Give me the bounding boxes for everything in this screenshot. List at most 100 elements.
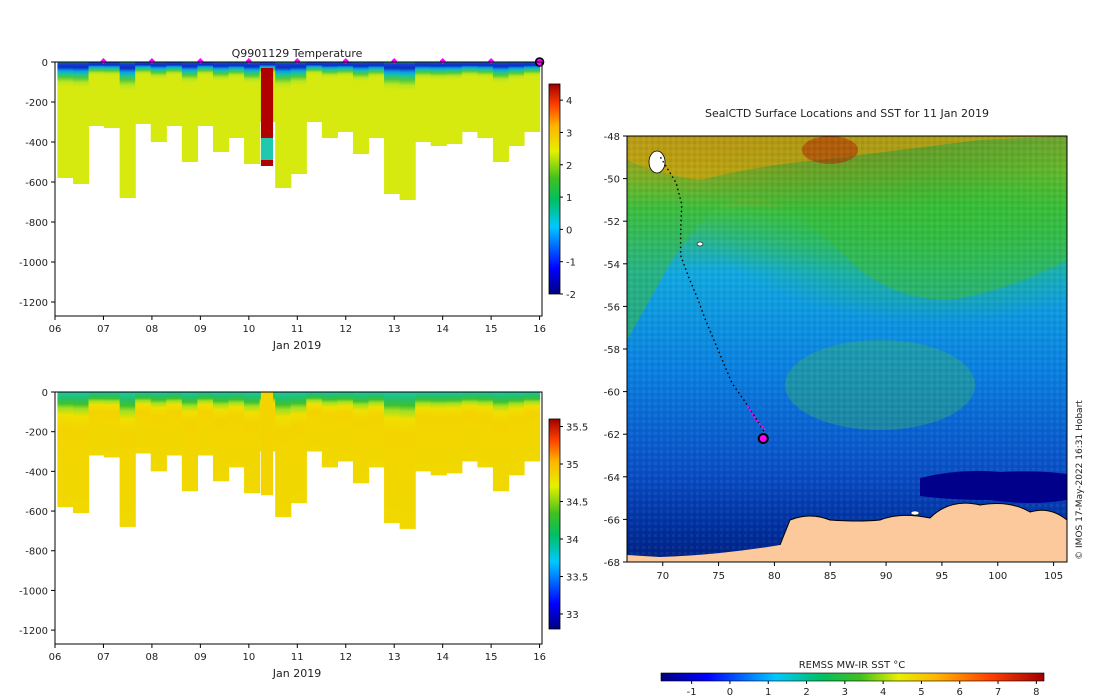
temperature-profile-column xyxy=(337,62,354,132)
temperature-colorbar-tick-label: 4 xyxy=(566,96,572,107)
temperature-profile-column xyxy=(275,62,292,188)
temperature-x-tick-label: 09 xyxy=(194,324,207,335)
temperature-colorbar-tick-label: -2 xyxy=(566,290,576,301)
temperature-x-tick-label: 14 xyxy=(436,324,449,335)
temperature-y-tick-label: -400 xyxy=(25,138,48,149)
sst-x-tick-label: 95 xyxy=(936,571,949,582)
temperature-axes-frame xyxy=(54,61,543,317)
temperature-x-tick-label: 15 xyxy=(485,324,498,335)
temperature-profile-column xyxy=(150,62,167,142)
temperature-y-tick-label: -1200 xyxy=(19,298,48,309)
sst-x-tick-label: 75 xyxy=(712,571,725,582)
sst-colorbar-tick-label: 5 xyxy=(918,687,924,698)
temperature-colorbar-tick-label: 1 xyxy=(566,193,572,204)
sea-ice-edge xyxy=(920,470,1067,503)
kerguelen-island xyxy=(648,150,666,174)
temperature-profile-column xyxy=(384,62,401,194)
salinity-y-ticks: 0 -200 -400 -600 -800 -1000 -1200 xyxy=(19,388,55,637)
temperature-profile-column xyxy=(368,62,385,138)
salinity-x-tick-label: 14 xyxy=(436,652,449,663)
salinity-x-tick-label: 12 xyxy=(339,652,352,663)
temperature-x-tick-label: 13 xyxy=(388,324,401,335)
temperature-panel: Q9901129 Temperature 06 07 08 09 10 11 12 13 14 1… xyxy=(19,47,576,352)
temperature-profile-column xyxy=(306,62,323,122)
temperature-xlabel: Jan 2019 xyxy=(272,339,321,352)
salinity-profile-column xyxy=(461,392,478,462)
temperature-profile-column xyxy=(524,62,541,132)
salinity-y-tick-label: -200 xyxy=(25,428,48,439)
temperature-x-tick-label: 12 xyxy=(339,324,352,335)
temperature-profile-column xyxy=(57,62,74,178)
sst-colorbar-tick-label: 6 xyxy=(957,687,963,698)
sst-y-tick-label: -54 xyxy=(604,260,620,271)
temperature-colorbar-tick-label: 2 xyxy=(566,161,572,172)
salinity-x-tick-label: 08 xyxy=(146,652,159,663)
sst-y-tick-label: -48 xyxy=(604,132,620,143)
salinity-profile-column xyxy=(508,392,525,476)
temperature-profile-column xyxy=(135,62,152,124)
sst-colorbar-tick-label: 1 xyxy=(765,687,771,698)
salinity-x-tick-label: 07 xyxy=(97,652,110,663)
sst-x-tick-label: 100 xyxy=(988,571,1007,582)
temperature-profile-column xyxy=(477,62,494,138)
salinity-y-tick-label: -800 xyxy=(25,547,48,558)
salinity-profile-column xyxy=(88,392,105,456)
salinity-colorbar-tick-label: 33.5 xyxy=(566,573,588,584)
temperature-profile-column xyxy=(461,62,478,132)
salinity-profile-column xyxy=(492,392,510,492)
salinity-profile-column xyxy=(368,392,385,468)
salinity-xlabel: Jan 2019 xyxy=(272,667,321,680)
salinity-y-tick-label: -600 xyxy=(25,507,48,518)
temperature-profile-column xyxy=(72,62,90,184)
sst-x-tick-label: 90 xyxy=(880,571,893,582)
imos-credit: © IMOS 17-May-2022 16:31 Hobart xyxy=(1075,400,1085,560)
sst-y-tick-label: -66 xyxy=(604,515,620,526)
temperature-anomaly-base xyxy=(260,160,274,166)
temperature-anomaly-column xyxy=(260,138,274,166)
sst-y-ticks: -48 -50 -52 -54 -56 -58 -60 -62 -64 -66 -68 xyxy=(604,132,627,569)
temperature-profile-column xyxy=(212,62,230,152)
sst-colorbar-tick-label: 2 xyxy=(803,687,809,698)
salinity-profile-column xyxy=(275,392,292,518)
salinity-profile-column xyxy=(290,392,307,504)
salinity-x-tick-label: 16 xyxy=(533,652,546,663)
temperature-profiles xyxy=(57,62,541,200)
salinity-y-tick-label: -1200 xyxy=(19,626,48,637)
salinity-profile-column xyxy=(181,392,199,492)
salinity-profile-column xyxy=(352,392,370,484)
temperature-profile-column xyxy=(166,62,183,126)
salinity-profile-column xyxy=(446,392,463,474)
temperature-profile-column xyxy=(119,62,136,198)
temperature-profile-column xyxy=(197,62,214,126)
salinity-colorbar-tick-label: 35 xyxy=(566,460,579,471)
sst-colorbar-tick-label: 7 xyxy=(995,687,1001,698)
salinity-colorbar-tick-label: 34 xyxy=(566,535,579,546)
sst-x-tick-label: 85 xyxy=(824,571,837,582)
temperature-profile-column xyxy=(415,62,432,142)
temperature-profile-column xyxy=(492,62,510,162)
salinity-profile-column xyxy=(228,392,245,468)
sst-x-ticks: 70 75 80 85 90 95 100 105 xyxy=(656,562,1063,582)
temperature-y-tick-label: 0 xyxy=(42,58,48,69)
temperature-profile-column xyxy=(88,62,105,126)
salinity-profile-column xyxy=(72,392,90,514)
sst-map-title: SealCTD Surface Locations and SST for 11… xyxy=(705,107,989,120)
temperature-profile-column xyxy=(430,62,447,146)
sst-x-tick-label: 70 xyxy=(656,571,669,582)
temperature-x-tick-label: 11 xyxy=(291,324,304,335)
salinity-profile-column xyxy=(104,392,121,458)
salinity-profile-column xyxy=(415,392,432,472)
seal-track xyxy=(659,156,766,439)
salinity-colorbar-ticks: 35.5 35 34.5 34 33.5 33 xyxy=(560,423,588,621)
salinity-profile-column xyxy=(337,392,354,462)
temperature-colorbar-tick-label: 3 xyxy=(566,128,572,139)
temperature-x-tick-label: 10 xyxy=(242,324,255,335)
salinity-profile-column xyxy=(430,392,447,476)
heard-island xyxy=(696,241,704,247)
salinity-x-tick-label: 10 xyxy=(242,652,255,663)
salinity-x-tick-label: 15 xyxy=(485,652,498,663)
salinity-profile-column xyxy=(477,392,494,468)
sst-y-tick-label: -58 xyxy=(604,345,620,356)
temperature-colorbar-tick-label: 0 xyxy=(566,225,572,236)
